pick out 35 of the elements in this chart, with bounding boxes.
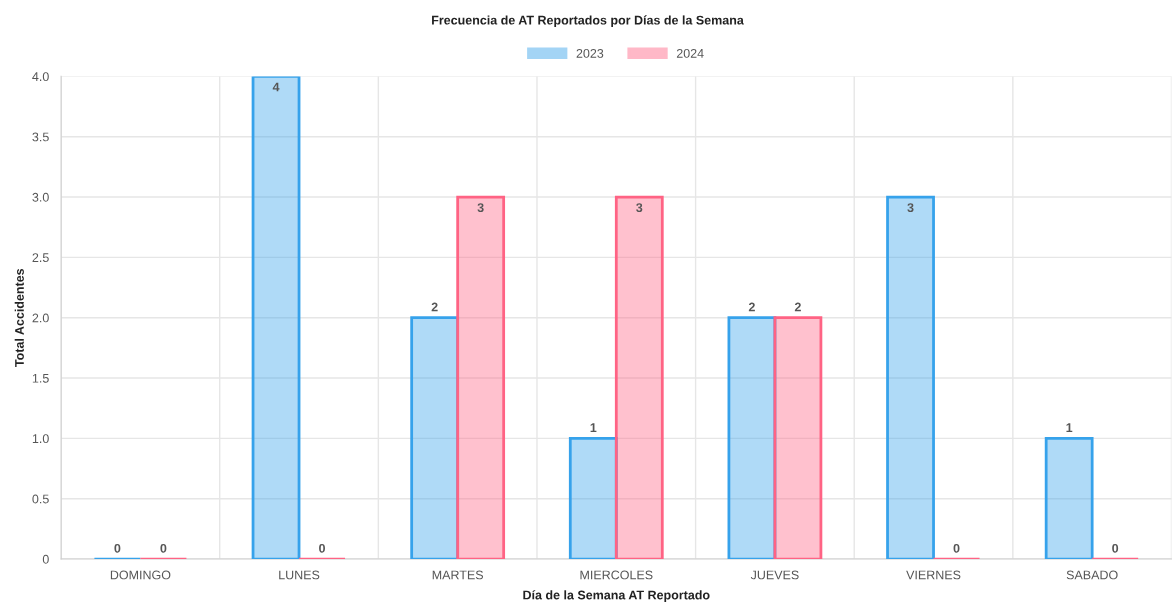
y-tick-label: 3.5 [32,132,49,142]
data-label: 0 [114,543,121,553]
y-tick-label: 3.0 [32,192,49,202]
legend-label: 2023 [576,48,604,58]
data-label: 2 [431,302,438,312]
x-tick-label: LUNES [279,570,320,580]
data-label: 0 [160,543,167,553]
data-label: 1 [1066,423,1073,432]
x-tick-label: SABADO [1066,570,1118,580]
x-tick-label: DOMINGO [110,570,171,580]
data-label: 2 [794,302,801,312]
y-tick-label: 0.5 [32,494,49,504]
y-tick-label: 2.0 [32,313,49,323]
data-label: 2 [748,302,755,312]
data-label: 4 [272,82,280,92]
x-axis-title: Día de la Semana AT Reportado [523,590,710,602]
y-tick-label: 1.5 [32,373,49,383]
data-label: 3 [907,203,914,213]
x-tick-label: JUEVES [750,570,799,580]
data-label: 0 [319,543,325,553]
data-label: 0 [953,543,960,553]
x-tick-label: MIERCOLES [580,570,653,580]
x-tick-label: VIERNES [906,570,961,580]
y-axis-title: Total Accidentes [14,268,24,367]
y-tick-label: 0 [42,554,49,564]
legend-label: 2024 [676,48,704,58]
x-tick-label: MARTES [432,570,484,580]
data-label: 3 [477,203,484,213]
y-tick-label: 1.0 [32,434,49,444]
data-label: 3 [636,203,643,213]
data-label: 0 [1112,543,1119,553]
y-tick-label: 4.0 [32,72,49,82]
y-tick-label: 2.5 [32,253,49,263]
data-label: 1 [590,423,597,432]
chart-title: Frecuencia de AT Reportados por Días de la Semana [432,15,744,28]
